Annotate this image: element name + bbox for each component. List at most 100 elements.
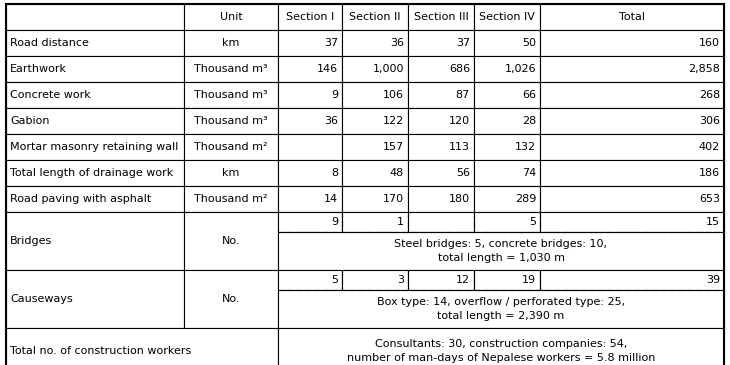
Text: 74: 74 — [522, 168, 536, 178]
Text: 170: 170 — [383, 194, 404, 204]
Bar — [408, 212, 474, 232]
Bar — [540, 270, 724, 290]
Bar — [184, 186, 278, 212]
Bar — [184, 212, 278, 270]
Text: Section III: Section III — [414, 12, 469, 22]
Bar — [540, 4, 724, 30]
Text: 306: 306 — [699, 116, 720, 126]
Text: Road paving with asphalt: Road paving with asphalt — [10, 194, 151, 204]
Text: Thousand m³: Thousand m³ — [194, 90, 268, 100]
Bar — [408, 186, 474, 212]
Bar — [278, 4, 342, 30]
Text: 9: 9 — [331, 217, 338, 227]
Text: 12: 12 — [456, 275, 470, 285]
Text: Total: Total — [619, 12, 645, 22]
Bar — [278, 160, 342, 186]
Text: 653: 653 — [699, 194, 720, 204]
Bar — [184, 160, 278, 186]
Bar — [342, 134, 408, 160]
Bar — [342, 56, 408, 82]
Bar — [278, 134, 342, 160]
Text: 36: 36 — [390, 38, 404, 48]
Bar — [474, 108, 540, 134]
Text: 686: 686 — [449, 64, 470, 74]
Bar — [184, 108, 278, 134]
Text: 289: 289 — [515, 194, 536, 204]
Text: km: km — [223, 38, 239, 48]
Bar — [408, 30, 474, 56]
Text: Section IV: Section IV — [479, 12, 535, 22]
Bar — [184, 82, 278, 108]
Text: km: km — [223, 168, 239, 178]
Bar — [540, 186, 724, 212]
Text: 186: 186 — [699, 168, 720, 178]
Bar — [540, 56, 724, 82]
Bar — [278, 212, 342, 232]
Bar — [408, 56, 474, 82]
Bar — [408, 4, 474, 30]
Bar — [6, 186, 184, 212]
Text: 132: 132 — [515, 142, 536, 152]
Text: Thousand m²: Thousand m² — [194, 194, 268, 204]
Bar — [474, 134, 540, 160]
Bar — [278, 82, 342, 108]
Text: Steel bridges: 5, concrete bridges: 10,
total length = 1,030 m: Steel bridges: 5, concrete bridges: 10, … — [394, 239, 607, 262]
Text: 1,026: 1,026 — [504, 64, 536, 74]
Text: Section I: Section I — [286, 12, 334, 22]
Bar — [6, 212, 184, 270]
Bar — [408, 134, 474, 160]
Bar — [184, 30, 278, 56]
Bar — [474, 30, 540, 56]
Bar — [540, 160, 724, 186]
Bar — [342, 270, 408, 290]
Bar — [540, 212, 724, 232]
Bar — [342, 30, 408, 56]
Text: 48: 48 — [390, 168, 404, 178]
Bar — [6, 328, 278, 365]
Text: 180: 180 — [449, 194, 470, 204]
Bar — [342, 186, 408, 212]
Text: 36: 36 — [324, 116, 338, 126]
Text: Concrete work: Concrete work — [10, 90, 91, 100]
Bar — [6, 134, 184, 160]
Text: 113: 113 — [449, 142, 470, 152]
Text: 14: 14 — [324, 194, 338, 204]
Text: 28: 28 — [522, 116, 536, 126]
Bar — [408, 82, 474, 108]
Bar — [184, 270, 278, 328]
Bar — [540, 82, 724, 108]
Bar — [278, 232, 724, 270]
Bar — [474, 212, 540, 232]
Bar — [184, 4, 278, 30]
Text: 157: 157 — [383, 142, 404, 152]
Bar — [6, 270, 184, 328]
Text: Thousand m²: Thousand m² — [194, 142, 268, 152]
Bar — [278, 56, 342, 82]
Text: 87: 87 — [456, 90, 470, 100]
Bar — [474, 56, 540, 82]
Text: Thousand m³: Thousand m³ — [194, 116, 268, 126]
Text: 39: 39 — [706, 275, 720, 285]
Bar — [474, 82, 540, 108]
Bar — [540, 108, 724, 134]
Text: 268: 268 — [699, 90, 720, 100]
Bar — [6, 4, 184, 30]
Text: Unit: Unit — [220, 12, 242, 22]
Bar — [474, 186, 540, 212]
Text: 1,000: 1,000 — [372, 64, 404, 74]
Text: 106: 106 — [383, 90, 404, 100]
Text: 122: 122 — [383, 116, 404, 126]
Bar — [278, 30, 342, 56]
Text: Thousand m³: Thousand m³ — [194, 64, 268, 74]
Text: 5: 5 — [331, 275, 338, 285]
Bar — [6, 30, 184, 56]
Text: 5: 5 — [529, 217, 536, 227]
Bar — [540, 30, 724, 56]
Bar — [342, 160, 408, 186]
Bar — [342, 82, 408, 108]
Bar — [6, 82, 184, 108]
Text: 37: 37 — [324, 38, 338, 48]
Text: Bridges: Bridges — [10, 236, 53, 246]
Bar — [278, 328, 724, 365]
Text: Mortar masonry retaining wall: Mortar masonry retaining wall — [10, 142, 178, 152]
